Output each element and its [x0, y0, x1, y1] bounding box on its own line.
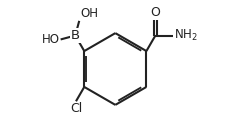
Text: B: B: [71, 29, 80, 42]
Text: O: O: [150, 6, 160, 19]
Text: NH$_2$: NH$_2$: [174, 28, 198, 43]
Text: OH: OH: [80, 7, 98, 20]
Text: HO: HO: [42, 33, 60, 46]
Text: Cl: Cl: [70, 102, 82, 115]
